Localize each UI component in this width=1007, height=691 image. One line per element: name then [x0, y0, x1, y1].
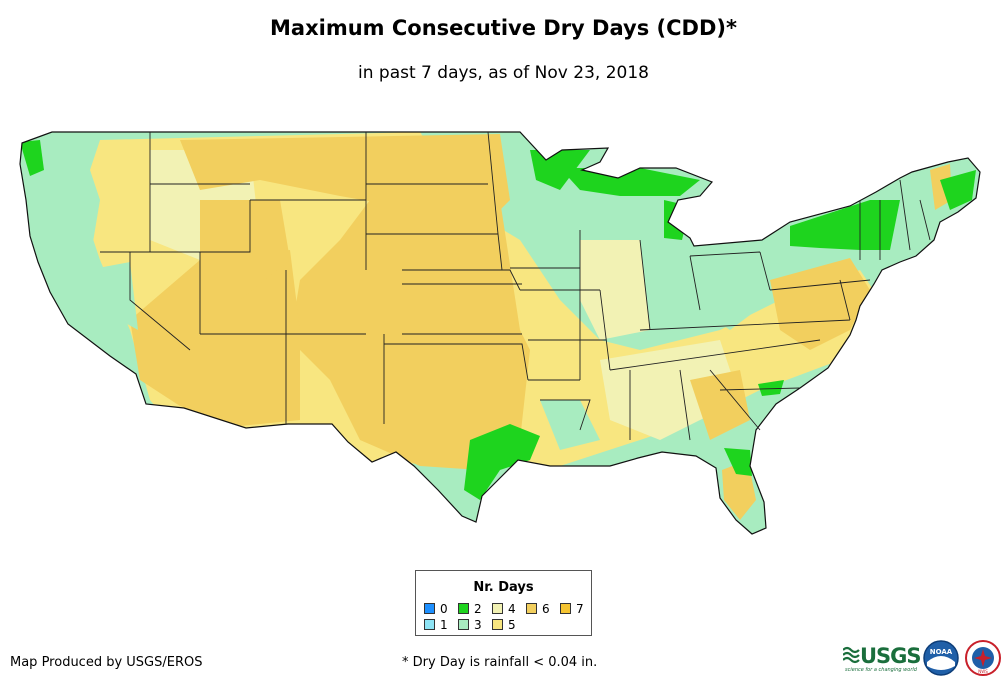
- zone-3-days-louisiana: [540, 400, 600, 450]
- noaa-logo-text: NOAA: [930, 648, 953, 656]
- map-subtitle: in past 7 days, as of Nov 23, 2018: [358, 63, 649, 83]
- legend-label-1: 1: [440, 618, 448, 632]
- usgs-tagline: science for a changing world: [845, 667, 917, 673]
- nws-logo-icon: NWS: [965, 640, 1001, 676]
- legend-swatch-5: [492, 619, 503, 630]
- legend-swatch-6: [526, 603, 537, 614]
- legend-swatch-4: [492, 603, 503, 614]
- legend-item-2: 2: [458, 603, 482, 615]
- map-title: Maximum Consecutive Dry Days (CDD)*: [270, 16, 737, 40]
- noaa-logo-icon: NOAA: [923, 640, 959, 676]
- zone-2-days-new-england: [940, 170, 976, 210]
- legend-item-1: 1: [424, 619, 448, 631]
- zone-3-days-ohio: [690, 252, 770, 330]
- zone-6-days-southwest: [130, 250, 300, 426]
- agency-logos: USGS science for a changing world NOAA N…: [843, 638, 1003, 678]
- zone-4-days-illinois: [580, 240, 650, 340]
- zone-6-days-east-coast: [770, 258, 870, 350]
- legend-title: Nr. Days: [473, 580, 534, 595]
- zone-6-days-georgia: [690, 370, 750, 440]
- legend-item-7: 7: [560, 603, 584, 615]
- legend-label-6: 6: [542, 602, 550, 616]
- zone-2-days-minnesota: [530, 150, 590, 190]
- zone-3-days-pacific: [20, 140, 130, 380]
- state-borders: [19, 131, 981, 535]
- zone-2-days-washington: [20, 140, 44, 176]
- zone-2-days-new-york: [790, 200, 900, 250]
- legend-swatch-3: [458, 619, 469, 630]
- legend-label-2: 2: [474, 602, 482, 616]
- legend-item-6: 6: [526, 603, 550, 615]
- zone-6-days-utah: [200, 200, 290, 300]
- zone-2-days-florida: [724, 448, 752, 476]
- legend-label-0: 0: [440, 602, 448, 616]
- legend-label-3: 3: [474, 618, 482, 632]
- legend-swatch-1: [424, 619, 435, 630]
- legend-item-5: 5: [492, 619, 516, 631]
- usgs-logo: USGS: [860, 644, 922, 668]
- dry-day-zones: [20, 132, 976, 520]
- dry-day-footnote: * Dry Day is rainfall < 0.04 in.: [402, 655, 598, 670]
- zone-2-days-upper-peninsula: [560, 168, 700, 196]
- legend-swatch-7: [560, 603, 571, 614]
- legend: Nr. Days 0 1 2 3 4 5 6 7: [415, 570, 592, 636]
- legend-label-4: 4: [508, 602, 516, 616]
- zone-6-days-plains: [290, 200, 530, 470]
- nws-logo-text: NWS: [978, 669, 988, 674]
- legend-item-4: 4: [492, 603, 516, 615]
- legend-swatch-0: [424, 603, 435, 614]
- usgs-wave-icon: [843, 646, 860, 664]
- legend-item-0: 0: [424, 603, 448, 615]
- zone-2-days-carolina: [758, 380, 784, 396]
- zone-2-days-texas-coast: [464, 424, 540, 500]
- legend-item-3: 3: [458, 619, 482, 631]
- legend-label-5: 5: [508, 618, 516, 632]
- zone-3-days-nevada: [98, 262, 138, 330]
- zone-2-days-lower-michigan: [664, 200, 690, 240]
- legend-swatch-2: [458, 603, 469, 614]
- map-credit: Map Produced by USGS/EROS: [10, 655, 203, 670]
- legend-label-7: 7: [576, 602, 584, 616]
